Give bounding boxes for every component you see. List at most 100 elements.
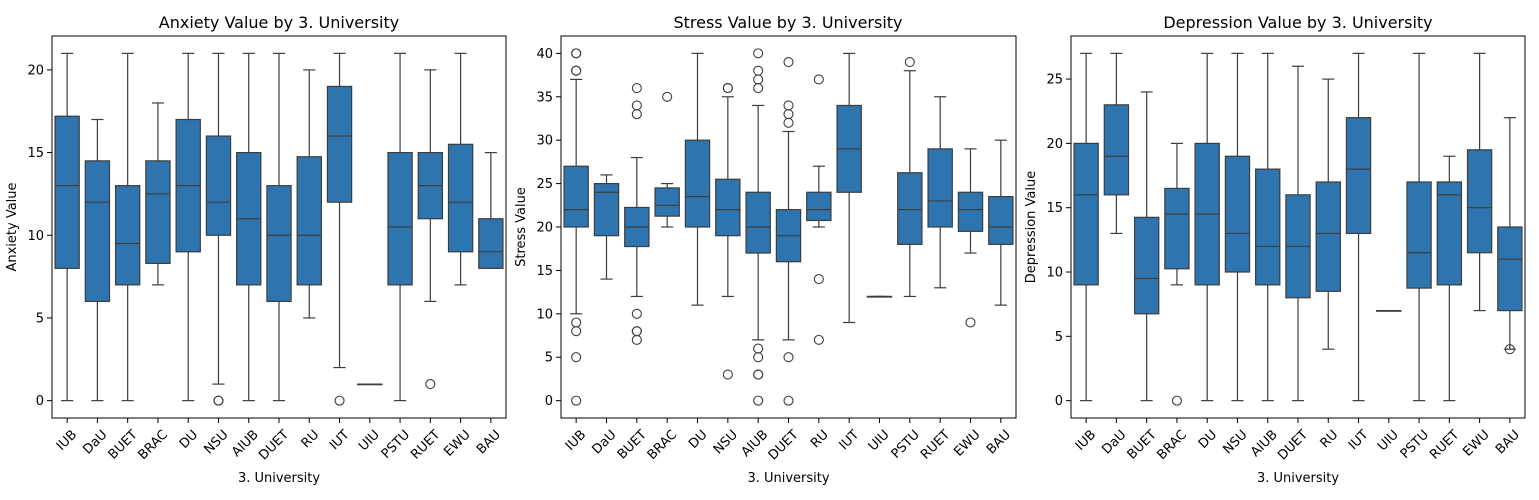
box-uiu <box>357 383 383 386</box>
box-bau <box>988 139 1014 306</box>
box-ru <box>296 69 322 319</box>
x-tick-label-duet: DUET <box>1275 427 1311 463</box>
outlier-point-buet <box>631 326 642 337</box>
outlier-point-iub <box>571 317 582 328</box>
x-tick-label-bau: BAU <box>1493 427 1523 457</box>
outlier-point-iub <box>571 48 582 59</box>
outlier-point-aiub <box>753 48 764 59</box>
x-tick-label-du: DU <box>686 427 710 451</box>
x-tick-label-aiub: AIUB <box>229 427 262 460</box>
y-axis: 0 5 10 15 20 25 30 35 40 <box>536 47 561 409</box>
y-tick-label: 5 <box>36 311 44 326</box>
box-brac <box>654 91 680 228</box>
box-ewu <box>447 52 474 286</box>
x-tick-label-iub: IUB <box>563 427 589 453</box>
y-tick-label: 0 <box>545 394 553 409</box>
outlier-point-duet <box>783 117 794 128</box>
iqr-box-iub <box>1073 142 1099 286</box>
x-tick-label-nsu: NSU <box>1220 427 1250 457</box>
y-tick-label: 25 <box>1046 73 1063 88</box>
x-tick-label-pstu: PSTU <box>889 427 923 461</box>
iqr-box-aiub <box>1255 168 1281 286</box>
iqr-box-dau <box>84 160 111 303</box>
iqr-box-iub <box>54 115 80 269</box>
y-tick-label: 20 <box>536 221 553 236</box>
x-tick-label-ruet: RUET <box>408 427 443 462</box>
x-tick-label-bau: BAU <box>474 427 504 457</box>
outlier-point-bau <box>1504 344 1515 355</box>
box-duet <box>266 52 292 402</box>
box-ewu <box>1466 52 1493 312</box>
box-du <box>1194 52 1220 402</box>
box-ru <box>806 74 832 345</box>
x-tick-label-buet: BUET <box>1125 427 1160 462</box>
box-dau <box>1103 52 1130 235</box>
x-tick-label-iub: IUB <box>1073 427 1099 453</box>
outlier-point-ru <box>813 274 824 285</box>
x-tick-label-du: DU <box>177 427 201 451</box>
y-tick-label: 30 <box>536 134 553 149</box>
box-nsu <box>1224 52 1251 402</box>
outlier-point-buet <box>631 109 642 120</box>
x-axis-label: 3. University <box>1257 471 1339 486</box>
y-axis-label: Depression Value <box>1024 171 1039 284</box>
iqr-box-du <box>684 139 711 228</box>
x-tick-label-ewu: EWU <box>1460 427 1492 459</box>
x-tick-label-ewu: EWU <box>951 427 983 459</box>
iqr-box-duet <box>266 185 292 303</box>
y-tick-label: 0 <box>1055 394 1063 409</box>
y-tick-label: 20 <box>27 63 44 78</box>
outlier-point-buet <box>631 308 642 319</box>
outlier-point-iut <box>334 395 345 406</box>
outlier-point-duet <box>783 56 794 68</box>
y-tick-label: 35 <box>536 90 553 105</box>
y-axis-label: Stress Value <box>514 187 529 267</box>
box-iut <box>1345 52 1372 402</box>
box-uiu <box>866 295 893 298</box>
x-tick-label-iub: IUB <box>54 427 80 453</box>
iqr-box-dau <box>593 182 620 237</box>
box-iub <box>563 48 589 406</box>
y-tick-label: 5 <box>545 351 553 366</box>
box-ru <box>1315 78 1341 350</box>
box-uiu <box>1376 310 1402 312</box>
box-ruet <box>1436 155 1463 402</box>
x-tick-label-pstu: PSTU <box>379 427 413 461</box>
x-tick-label-aiub: AIUB <box>739 427 772 460</box>
outlier-point-iub <box>571 65 582 76</box>
outlier-point-ru <box>813 74 824 85</box>
iqr-box-nsu <box>1224 155 1251 273</box>
y-tick-label: 10 <box>536 307 553 322</box>
y-tick-label: 20 <box>1046 137 1063 152</box>
box-iub <box>1073 52 1099 402</box>
box-aiub <box>1255 52 1281 402</box>
x-tick-label-du: DU <box>1196 427 1220 451</box>
x-axis-label: 3. University <box>747 471 829 486</box>
box-buet <box>624 83 650 345</box>
outlier-point-aiub <box>753 352 764 363</box>
outlier-point-brac <box>662 91 673 102</box>
outlier-point-nsu <box>722 369 733 380</box>
outlier-point-aiub <box>753 395 764 406</box>
chart-title: Anxiety Value by 3. University <box>159 13 399 32</box>
iqr-box-pstu <box>1406 181 1432 289</box>
iqr-box-bau <box>478 218 504 269</box>
x-tick-label-ru: RU <box>808 427 832 451</box>
y-tick-label: 10 <box>1046 266 1063 281</box>
x-tick-label-ruet: RUET <box>1427 427 1462 462</box>
x-tick-label-nsu: NSU <box>711 427 741 457</box>
outlier-point-brac <box>1171 395 1182 406</box>
box-du <box>684 52 711 306</box>
box-aiub <box>745 48 771 406</box>
x-tick-label-iut: IUT <box>1346 427 1372 453</box>
box-aiub <box>236 52 262 402</box>
iqr-box-nsu <box>205 135 232 236</box>
x-tick-label-iut: IUT <box>327 427 353 453</box>
box-pstu <box>897 56 923 298</box>
box-dau <box>84 118 111 402</box>
outlier-point-aiub <box>753 74 764 85</box>
outlier-point-duet <box>783 100 794 111</box>
y-tick-label: 15 <box>1046 201 1063 216</box>
